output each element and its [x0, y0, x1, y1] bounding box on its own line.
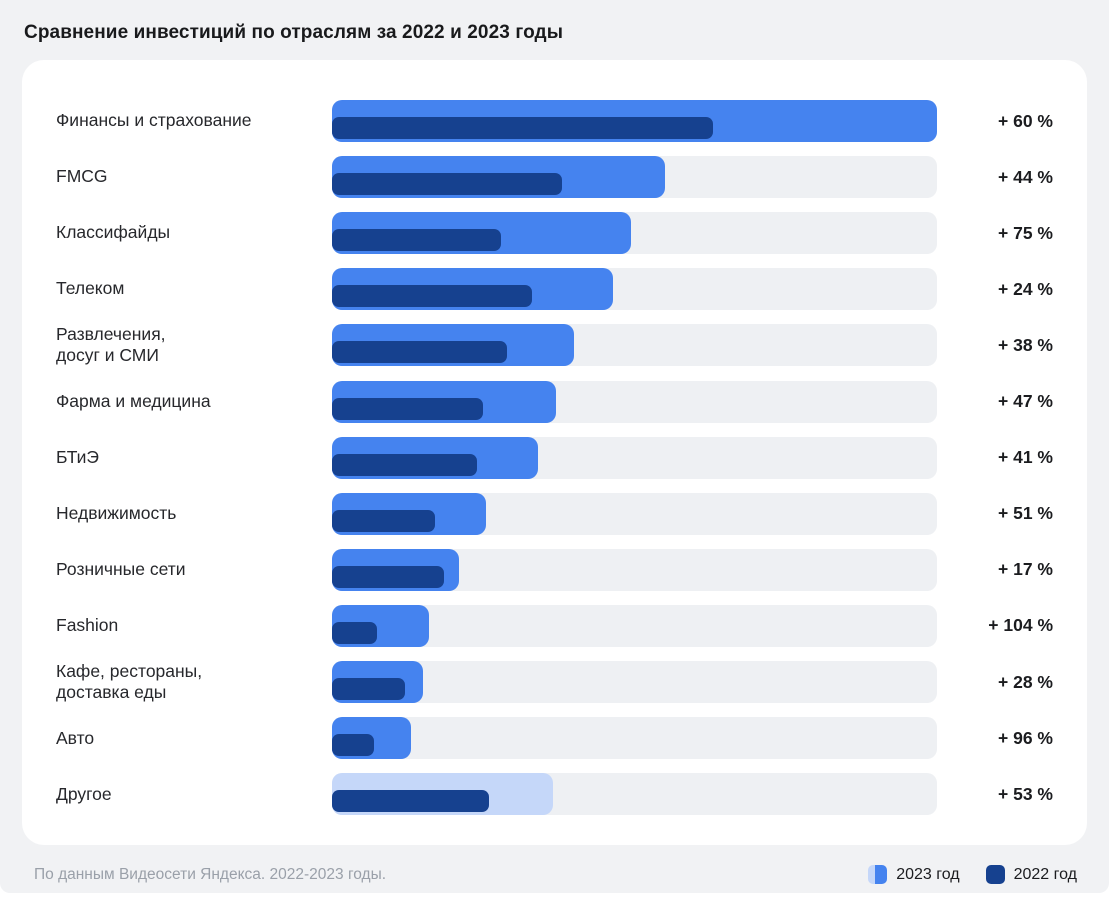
growth-label: + 96 %	[998, 727, 1053, 748]
chart-row: Классифайды + 75 %	[56, 212, 1053, 254]
growth-label: + 104 %	[988, 615, 1053, 636]
row-label: Розничные сети	[56, 559, 186, 580]
chart-row: Финансы и страхование + 60 %	[56, 100, 1053, 142]
chart-row: Недвижимость + 51 %	[56, 492, 1053, 535]
bar-2022	[332, 678, 405, 701]
chart-rows: Финансы и страхование + 60 % FMCG + 44 %…	[56, 100, 1053, 816]
chart-row: Fashion + 104 %	[56, 604, 1053, 647]
row-label: Кафе, рестораны, доставка еды	[56, 660, 203, 703]
bar-track	[332, 156, 937, 198]
growth-label: + 38 %	[998, 334, 1053, 355]
chart-row: Другое + 53 %	[56, 773, 1053, 816]
chart-row: Телеком + 24 %	[56, 268, 1053, 310]
chart-row: Фарма и медицина + 47 %	[56, 380, 1053, 423]
bar-track	[332, 548, 937, 591]
bar-track	[332, 717, 937, 760]
row-label: Телеком	[56, 278, 125, 299]
bar-track	[332, 492, 937, 535]
row-label: Fashion	[56, 615, 119, 636]
bar-track	[332, 436, 937, 479]
legend-item-2023: 2023 год	[868, 865, 960, 885]
bar-2022	[332, 341, 508, 364]
bar-2022	[332, 790, 490, 813]
row-label: Финансы и страхование	[56, 110, 252, 131]
row-label: Авто	[56, 727, 95, 748]
page-title: Сравнение инвестиций по отраслям за 2022…	[24, 22, 564, 43]
bar-2022	[332, 621, 378, 644]
bar-track	[332, 268, 937, 310]
legend-label-2023: 2023 год	[896, 865, 960, 883]
bar-2022	[332, 453, 478, 476]
legend-swatch-2023-icon	[868, 865, 888, 885]
legend-label-2022: 2022 год	[1013, 865, 1077, 883]
row-label: FMCG	[56, 166, 108, 187]
bar-2022	[332, 173, 562, 195]
bar-2022	[332, 509, 435, 532]
bar-track	[332, 604, 937, 647]
growth-label: + 17 %	[998, 559, 1053, 580]
bar-track	[332, 100, 937, 142]
row-label: Фарма и медицина	[56, 391, 211, 412]
growth-label: + 47 %	[998, 391, 1053, 412]
growth-label: + 60 %	[998, 110, 1053, 131]
growth-label: + 28 %	[998, 671, 1053, 692]
growth-label: + 24 %	[998, 278, 1053, 299]
row-label: БТиЭ	[56, 447, 99, 468]
bar-2022	[332, 397, 484, 420]
growth-label: + 75 %	[998, 222, 1053, 243]
legend-item-2022: 2022 год	[985, 865, 1077, 885]
bar-2022	[332, 117, 714, 139]
legend-swatch-2022-icon	[985, 865, 1005, 885]
row-label: Развлечения, досуг и СМИ	[56, 324, 166, 366]
bar-2022	[332, 734, 375, 757]
chart-row: Развлечения, досуг и СМИ + 38 %	[56, 324, 1053, 367]
row-label: Другое	[56, 783, 112, 804]
bar-track	[332, 380, 937, 423]
growth-label: + 44 %	[998, 166, 1053, 187]
growth-label: + 51 %	[998, 503, 1053, 524]
bar-track	[332, 324, 937, 367]
row-label: Классифайды	[56, 222, 171, 243]
footer: По данным Видеосети Яндекса. 2022-2023 г…	[34, 865, 1077, 885]
source-note: По данным Видеосети Яндекса. 2022-2023 г…	[34, 865, 387, 883]
bar-2022	[332, 285, 532, 307]
bar-track	[332, 773, 937, 816]
bar-2022	[332, 229, 502, 251]
legend: 2023 год 2022 год	[868, 865, 1077, 885]
growth-label: + 53 %	[998, 783, 1053, 804]
chart-row: БТиЭ + 41 %	[56, 436, 1053, 479]
bar-track	[332, 212, 937, 254]
chart-row: FMCG + 44 %	[56, 156, 1053, 198]
growth-label: + 41 %	[998, 447, 1053, 468]
chart-row: Розничные сети + 17 %	[56, 548, 1053, 591]
bar-2022	[332, 565, 444, 588]
chart-card: Финансы и страхование + 60 % FMCG + 44 %…	[22, 60, 1087, 846]
bar-track	[332, 661, 937, 704]
row-label: Недвижимость	[56, 503, 177, 524]
chart-row: Авто + 96 %	[56, 717, 1053, 760]
chart-row: Кафе, рестораны, доставка еды + 28 %	[56, 661, 1053, 704]
